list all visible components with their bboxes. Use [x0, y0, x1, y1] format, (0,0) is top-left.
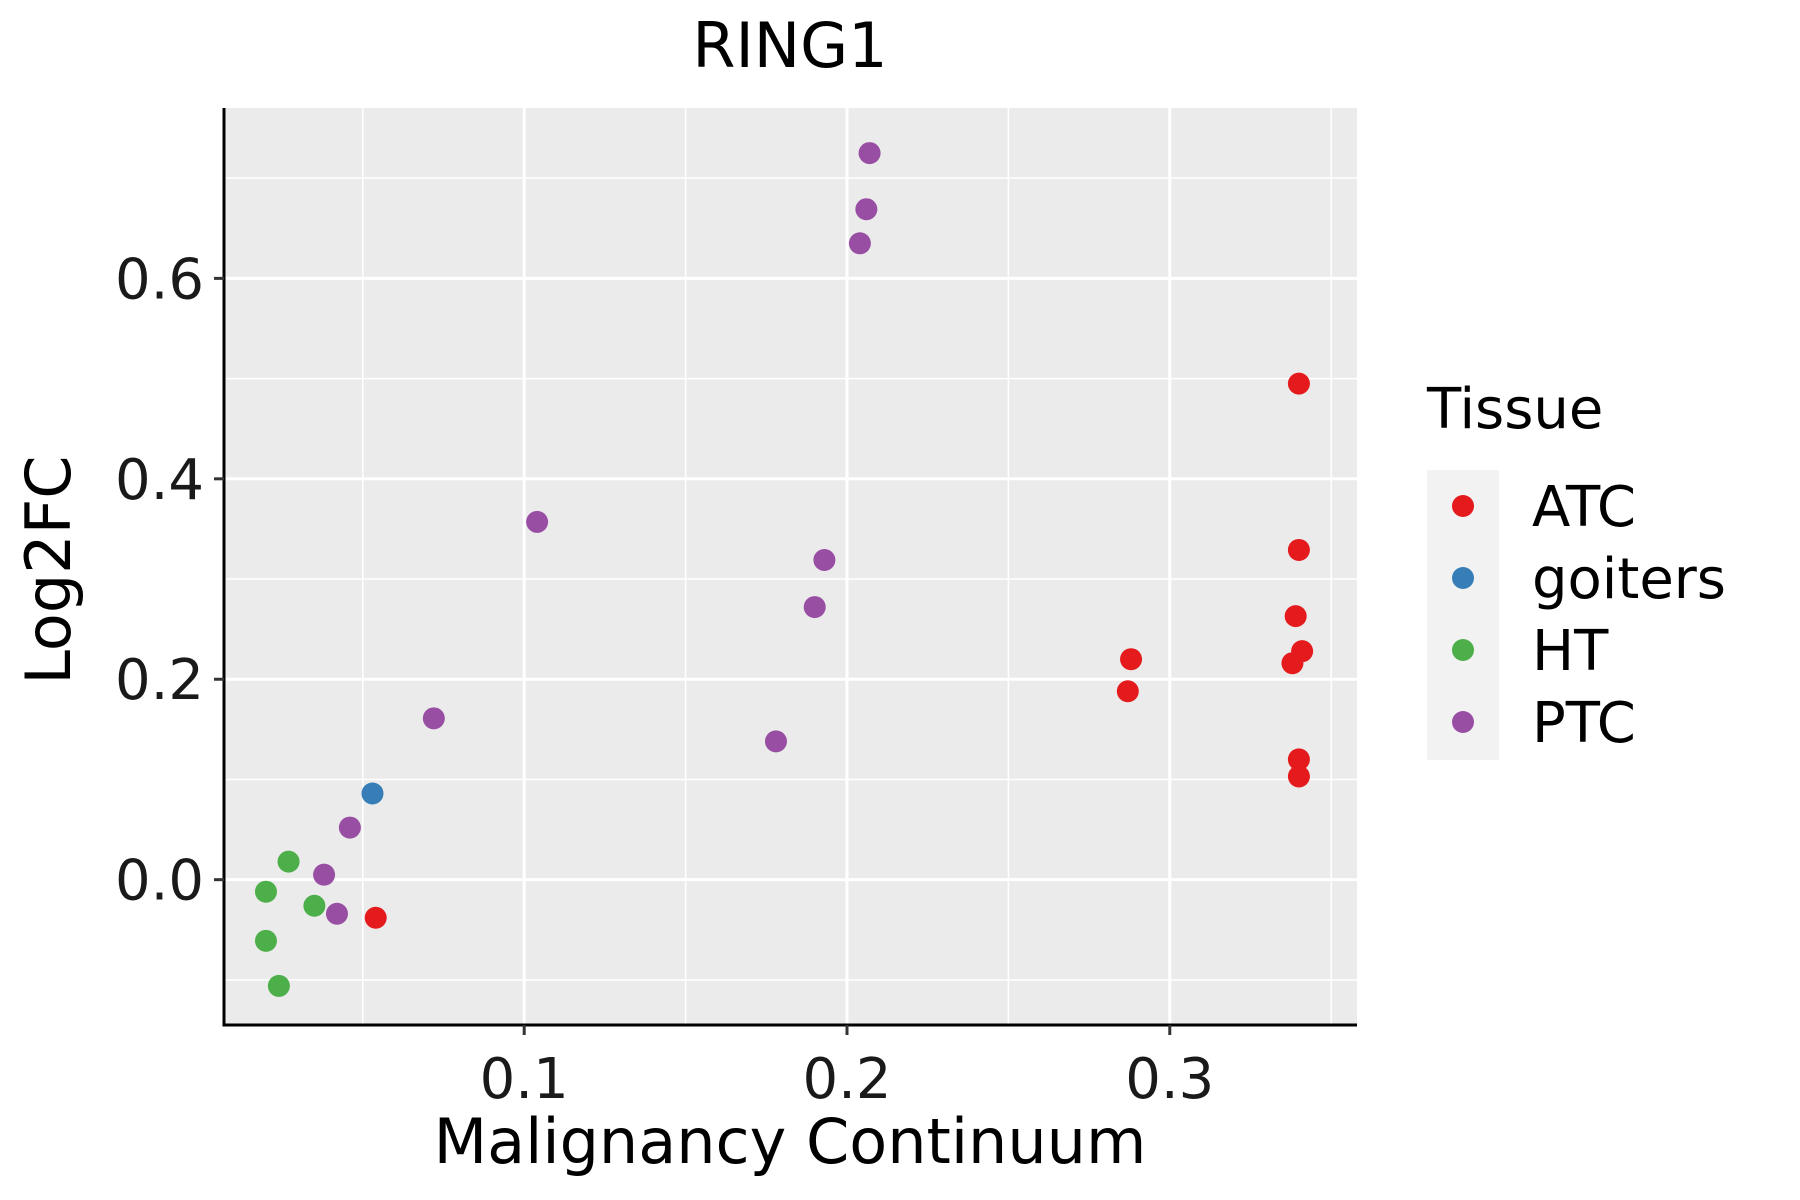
data-points [254, 142, 1314, 997]
y-tick-label: 0.6 [115, 247, 204, 312]
legend-key-ptc [1452, 711, 1474, 733]
legend-label-ht: HT [1532, 619, 1609, 684]
data-point-ptc [422, 707, 445, 730]
axes: 0.1 0.2 0.3 0.0 0.2 0.4 0.6 [115, 108, 1357, 1112]
legend-label-goiters: goiters [1532, 547, 1726, 612]
data-point-ptc [526, 510, 549, 533]
data-point-atc [1287, 538, 1310, 561]
data-point-atc [364, 906, 387, 929]
data-point-ptc [313, 863, 336, 886]
data-point-goiters [361, 782, 384, 805]
data-point-atc [1116, 680, 1139, 703]
data-point-atc [1120, 648, 1143, 671]
data-point-atc [1287, 765, 1310, 788]
x-tick-label: 0.2 [802, 1047, 891, 1112]
data-point-ptc [338, 816, 361, 839]
legend: Tissue ATC goiters HT PTC [1426, 377, 1726, 760]
data-point-ptc [855, 198, 878, 221]
legend-label-ptc: PTC [1532, 691, 1636, 756]
plot-panel [224, 108, 1357, 1025]
y-tick-label: 0.0 [115, 849, 204, 914]
y-tick-label: 0.4 [115, 448, 204, 513]
x-tick-label: 0.3 [1125, 1047, 1214, 1112]
data-point-ht [267, 974, 290, 997]
data-point-ptc [325, 902, 348, 925]
data-point-ht [254, 929, 277, 952]
data-point-atc [1284, 605, 1307, 628]
legend-title: Tissue [1426, 377, 1603, 442]
data-point-atc [1287, 372, 1310, 395]
y-tick-label: 0.2 [115, 648, 204, 713]
legend-key-goiters [1452, 567, 1474, 589]
data-point-ptc [813, 548, 836, 571]
panel-background [224, 108, 1357, 1025]
chart-title: RING1 [692, 9, 887, 82]
data-point-atc [1287, 748, 1310, 771]
data-point-atc [1281, 652, 1304, 675]
y-axis-title: Log2FC [12, 455, 85, 684]
data-point-ptc [803, 596, 826, 619]
legend-key-ht [1452, 639, 1474, 661]
data-point-ht [254, 880, 277, 903]
data-point-ptc [764, 730, 787, 753]
x-axis-title: Malignancy Continuum [434, 1105, 1147, 1178]
data-point-ht [277, 850, 300, 873]
x-tick-label: 0.1 [480, 1047, 569, 1112]
legend-key-atc [1452, 495, 1474, 517]
legend-label-atc: ATC [1532, 475, 1636, 540]
data-point-ht [303, 894, 326, 917]
data-point-ptc [858, 142, 881, 165]
data-point-ptc [848, 232, 871, 255]
